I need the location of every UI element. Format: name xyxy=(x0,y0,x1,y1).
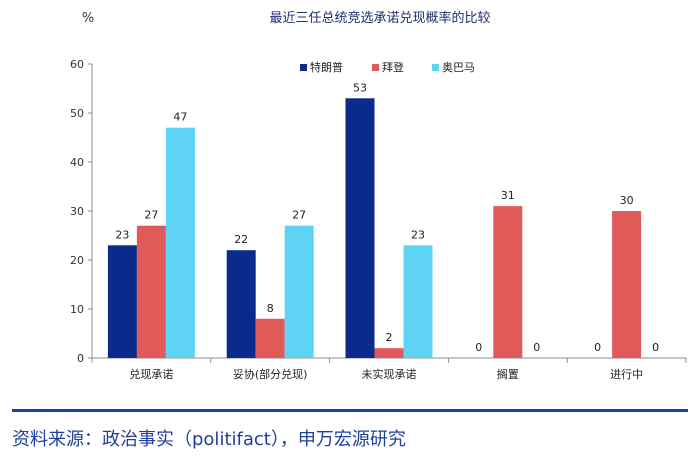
bar-拜登-进行中 xyxy=(612,211,642,358)
data-label: 47 xyxy=(173,111,187,124)
x-tick-label: 妥协(部分兑现) xyxy=(233,367,308,381)
bar-拜登-搁置 xyxy=(493,206,523,358)
bar-奥巴马-未实现承诺 xyxy=(403,245,433,358)
bar-特朗普-兑现承诺 xyxy=(107,245,137,358)
legend-label: 特朗普 xyxy=(310,60,343,74)
legend-swatch xyxy=(300,64,307,71)
data-label: 27 xyxy=(292,209,306,222)
legend-swatch xyxy=(432,64,439,71)
y-tick-label: 50 xyxy=(70,107,84,120)
data-label: 27 xyxy=(144,209,158,222)
y-tick-label: 10 xyxy=(70,303,84,316)
legend-swatch xyxy=(372,64,379,71)
x-tick-label: 未实现承诺 xyxy=(362,367,417,381)
bar-拜登-未实现承诺 xyxy=(374,348,404,358)
data-label: 0 xyxy=(594,341,601,354)
data-label: 30 xyxy=(620,194,634,207)
bar-特朗普-未实现承诺 xyxy=(345,98,375,359)
data-label: 53 xyxy=(353,81,367,94)
footer-divider xyxy=(12,409,688,412)
data-label: 0 xyxy=(533,341,540,354)
data-label: 23 xyxy=(411,228,425,241)
x-tick-label: 搁置 xyxy=(497,367,519,381)
bar-奥巴马-兑现承诺 xyxy=(165,127,195,358)
bars: 23 27 47 22 8 27 53 2 23 0 31 0 0 30 0 xyxy=(107,81,659,359)
y-tick-label: 60 xyxy=(70,58,84,71)
data-label: 2 xyxy=(386,331,393,344)
bar-拜登-兑现承诺 xyxy=(136,225,166,358)
legend-label: 拜登 xyxy=(382,60,404,74)
data-label: 8 xyxy=(267,302,274,315)
chart: 最近三任总统竞选承诺兑现概率的比较 % 特朗普 拜登 奥巴马 01020304050… xyxy=(70,10,687,381)
y-tick-label: 40 xyxy=(70,156,84,169)
data-label: 23 xyxy=(115,228,129,241)
bar-拜登-妥协(部分兑现) xyxy=(255,318,285,358)
data-label: 22 xyxy=(234,233,248,246)
y-tick-label: 20 xyxy=(70,254,84,267)
data-label: 31 xyxy=(501,189,515,202)
x-tick-label: 兑现承诺 xyxy=(129,367,173,381)
legend: 特朗普 拜登 奥巴马 xyxy=(300,60,475,74)
legend-label: 奥巴马 xyxy=(442,60,475,74)
chart-title: 最近三任总统竞选承诺兑现概率的比较 xyxy=(269,10,490,26)
y-tick-label: 30 xyxy=(70,205,84,218)
bar-奥巴马-妥协(部分兑现) xyxy=(284,225,314,358)
y-axis-label: % xyxy=(82,11,94,26)
bar-特朗普-妥协(部分兑现) xyxy=(226,250,256,358)
source-note: 资料来源：政治事实（politifact），申万宏源研究 xyxy=(12,429,406,450)
data-label: 0 xyxy=(652,341,659,354)
data-label: 0 xyxy=(475,341,482,354)
y-tick-label: 0 xyxy=(77,352,84,365)
x-tick-label: 进行中 xyxy=(610,368,643,381)
